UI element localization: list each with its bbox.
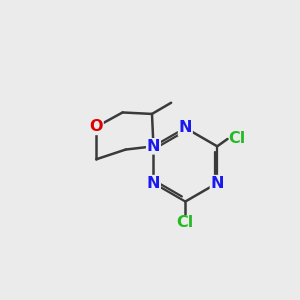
Text: O: O [89,119,103,134]
Text: N: N [178,120,192,135]
Text: N: N [147,139,160,154]
Text: Cl: Cl [177,214,194,230]
Text: N: N [147,176,160,190]
Text: Cl: Cl [228,130,246,146]
Text: N: N [211,176,224,190]
